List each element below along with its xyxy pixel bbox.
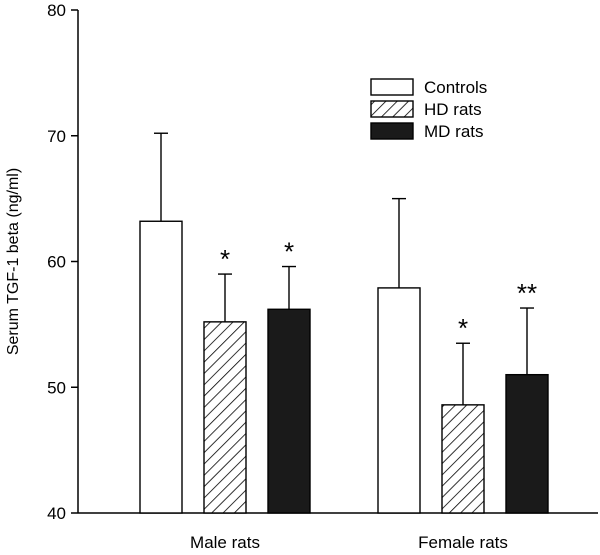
bar-hd-rats [203, 321, 247, 514]
y-tick-label: 60 [47, 253, 66, 272]
legend-swatch [370, 78, 414, 96]
y-tick-label: 80 [47, 1, 66, 20]
bar-hd-rats [441, 404, 485, 514]
bar-controls [139, 220, 183, 514]
legend-label: MD rats [424, 122, 484, 141]
legend: Controls HD rats MD rats [370, 78, 487, 141]
bar-md-rats [267, 308, 311, 514]
y-axis-title: Serum TGF-1 beta (ng/ml) [5, 168, 22, 355]
category-label: Male rats [190, 533, 260, 552]
y-ticks: 40 50 60 70 80 [47, 1, 78, 523]
bar-controls [377, 287, 421, 514]
significance-marker: * [220, 244, 230, 274]
significance-marker: * [284, 237, 294, 267]
significance-marker: ** [517, 278, 537, 308]
category-labels: Male rats Female rats [190, 533, 508, 552]
bars: * **** [139, 132, 549, 514]
legend-swatch [370, 122, 414, 140]
legend-label: Controls [424, 78, 487, 97]
bar-md-rats [505, 373, 549, 514]
y-tick-label: 70 [47, 127, 66, 146]
significance-marker: * [458, 313, 468, 343]
legend-swatch [370, 100, 414, 118]
category-label: Female rats [418, 533, 508, 552]
legend-label: HD rats [424, 100, 482, 119]
y-tick-label: 40 [47, 504, 66, 523]
y-tick-label: 50 [47, 378, 66, 397]
